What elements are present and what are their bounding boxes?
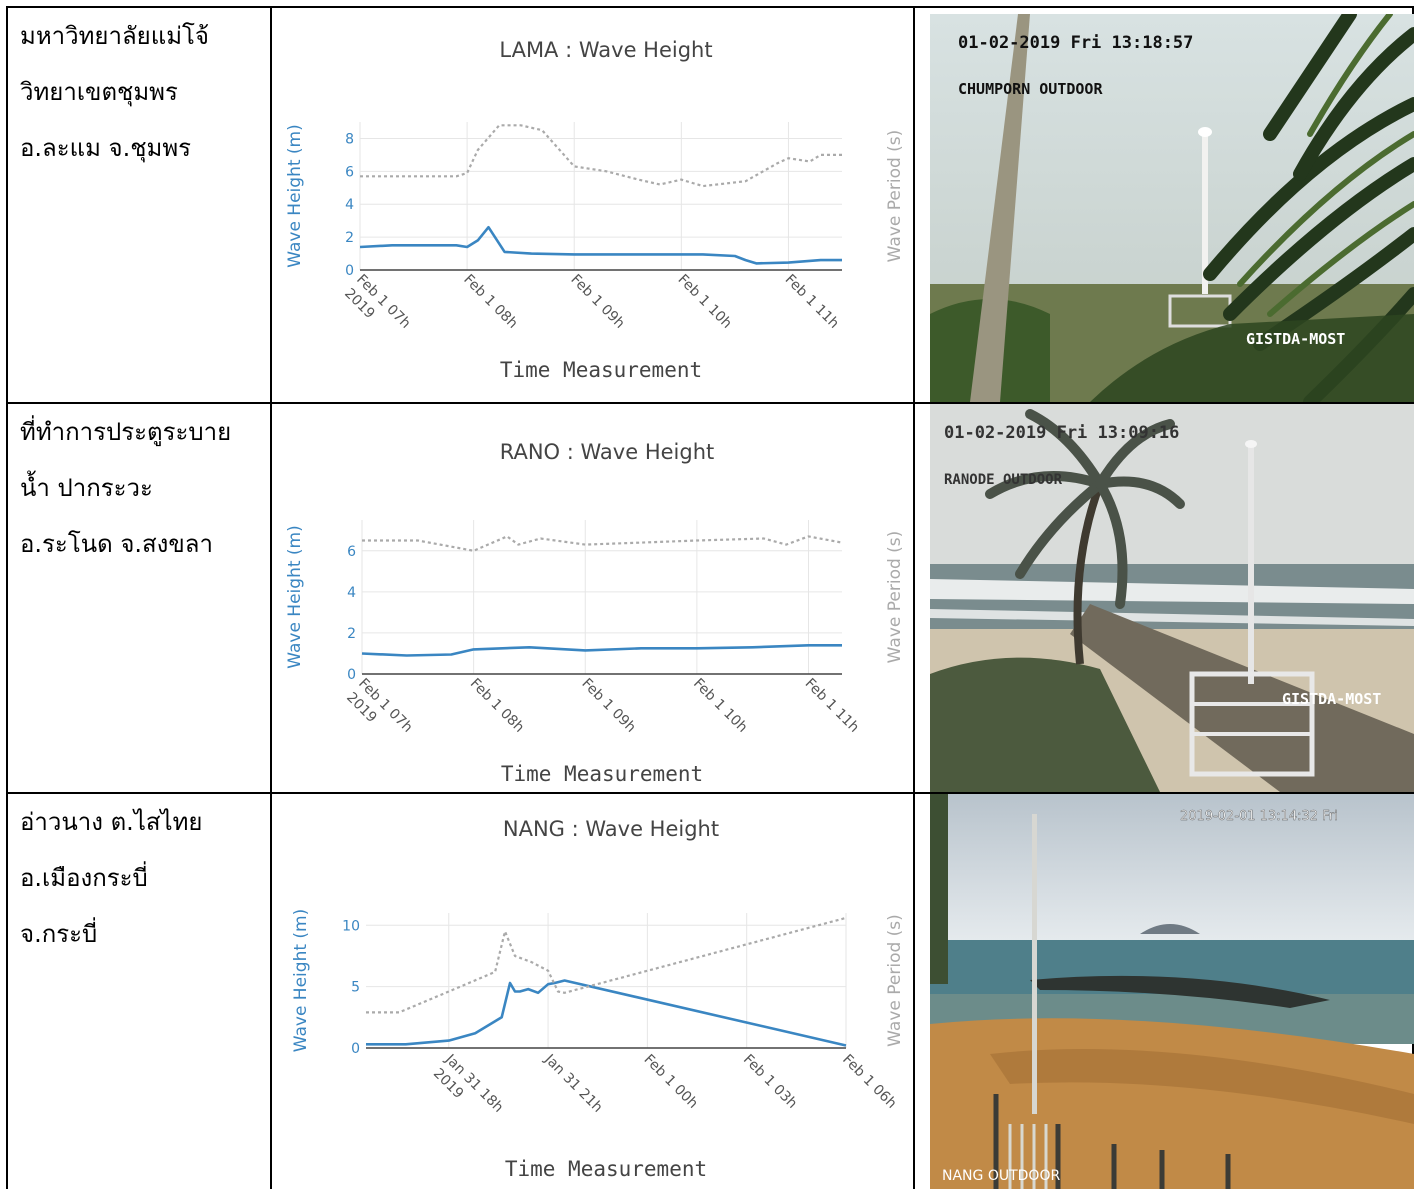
x-tick-label: Feb 1 09h [567,272,627,332]
x-tick-label: Feb 1 08h [467,676,527,736]
x-tick-label: Feb 1 08h [460,272,520,332]
y-tick-label: 0 [347,667,356,683]
wave-height-line [361,644,842,657]
camera-timestamp: 2019-02-01 13:14:32 Fri [1180,809,1338,824]
y2-axis-label: Wave Period (s) [885,531,905,664]
y-tick-label: 6 [345,164,354,180]
camera-label: NANG OUTDOOR [942,1168,1060,1184]
x-axis-label: Time Measurement [501,762,703,786]
x-tick-label: Jan 31 21h [541,1051,606,1116]
camera-photo-ranode: 01-02-2019 Fri 13:09:16 RANODE OUTDOOR G… [930,404,1414,792]
location-line: น้ำ ปากระวะ [20,474,153,502]
y-tick-label: 4 [345,197,354,213]
camera-label: CHUMPORN OUTDOOR [958,80,1103,98]
location-cell-3: อ่าวนาง ต.ไสไทย อ.เมืองกระบี่ จ.กระบี่ [20,794,270,962]
y-tick-label: 0 [351,1041,360,1057]
chart-title: RANO : Wave Height [500,440,715,464]
table-border-top [6,6,1414,8]
y-tick-label: 4 [347,585,356,601]
location-cell-1: มหาวิทยาลัยแม่โจ้ วิทยาเขตชุมพร อ.ละแม จ… [20,8,270,176]
x-tick-label: Feb 1 00h [641,1052,701,1112]
x-tick-label: Feb 1 11h [802,676,862,736]
x-tick-label: Feb 1 06h [839,1052,899,1112]
y-tick-label: 2 [347,626,356,642]
x-tick-label: Feb 1 10h [690,676,750,736]
camera-photo-chumporn: 01-02-2019 Fri 13:18:57 CHUMPORN OUTDOOR… [930,14,1414,402]
x-tick-label: Feb 1 11h [782,272,842,332]
row-divider-2 [6,792,1414,794]
camera-photo-nang: 2019-02-01 13:14:32 Fri NANG OUTDOOR [930,794,1414,1189]
data-table: มหาวิทยาลัยแม่โจ้ วิทยาเขตชุมพร อ.ละแม จ… [6,6,1414,1189]
y2-axis-label: Wave Period (s) [885,130,905,263]
x-tick-label: Feb 1 03h [740,1052,800,1112]
camera-label: RANODE OUTDOOR [944,472,1063,488]
camera-timestamp: 01-02-2019 Fri 13:09:16 [944,423,1179,443]
y-axis-label: Wave Height (m) [291,909,311,1053]
camera-watermark: GISTDA-MOST [1282,690,1381,708]
wave-period-line [362,535,843,552]
location-line: อ.ละแม จ.ชุมพร [20,134,192,162]
location-line: มหาวิทยาลัยแม่โจ้ [20,22,209,50]
chart-title: NANG : Wave Height [503,817,719,841]
location-line: จ.กระบี่ [20,920,98,948]
column-divider-2 [913,6,915,1189]
chart-cell-2: RANO : Wave Height 0 2 4 6 Feb 1 07h 2019 Feb 1… [272,410,912,790]
location-cell-2: ที่ทำการประตูระบาย น้ำ ปากระวะ อ.ระโนด จ… [20,404,270,572]
location-line: วิทยาเขตชุมพร [20,78,178,106]
chart-title: LAMA : Wave Height [499,38,712,62]
location-line: ที่ทำการประตูระบาย [20,418,232,446]
chart-cell-3: NANG : Wave Height 0 5 10 Jan 31 18h 2019 Jan … [272,798,912,1189]
y2-axis-label: Wave Period (s) [885,914,905,1047]
location-line: อ่าวนาง ต.ไสไทย [20,808,203,836]
x-tick-label: Feb 1 10h [675,272,735,332]
x-axis-label: Time Measurement [505,1157,707,1181]
y-axis-label: Wave Height (m) [285,124,305,268]
y-tick-label: 6 [347,544,356,560]
location-line: อ.เมืองกระบี่ [20,864,148,892]
chart-cell-1: LAMA : Wave Height 0 2 4 6 8 Feb 1 07h 2019 Feb … [272,12,912,400]
x-tick-label: Feb 1 09h [578,676,638,736]
row-divider-1 [6,402,1414,404]
camera-timestamp: 01-02-2019 Fri 13:18:57 [958,33,1193,53]
camera-watermark: GISTDA-MOST [1246,330,1345,348]
y-axis-label: Wave Height (m) [285,525,305,669]
wave-period-line [366,916,847,1014]
y-tick-label: 2 [345,230,354,246]
location-line: อ.ระโนด จ.สงขลา [20,530,213,558]
table-border-left [6,6,8,1189]
wave-height-line [359,225,842,265]
column-divider-1 [270,6,272,1189]
wave-period-line [360,124,842,188]
y-tick-label: 10 [342,918,360,934]
wave-height-line [366,979,847,1047]
y-tick-label: 0 [345,263,354,279]
y-tick-label: 8 [345,131,354,147]
x-axis-label: Time Measurement [500,358,702,382]
y-tick-label: 5 [351,980,360,996]
